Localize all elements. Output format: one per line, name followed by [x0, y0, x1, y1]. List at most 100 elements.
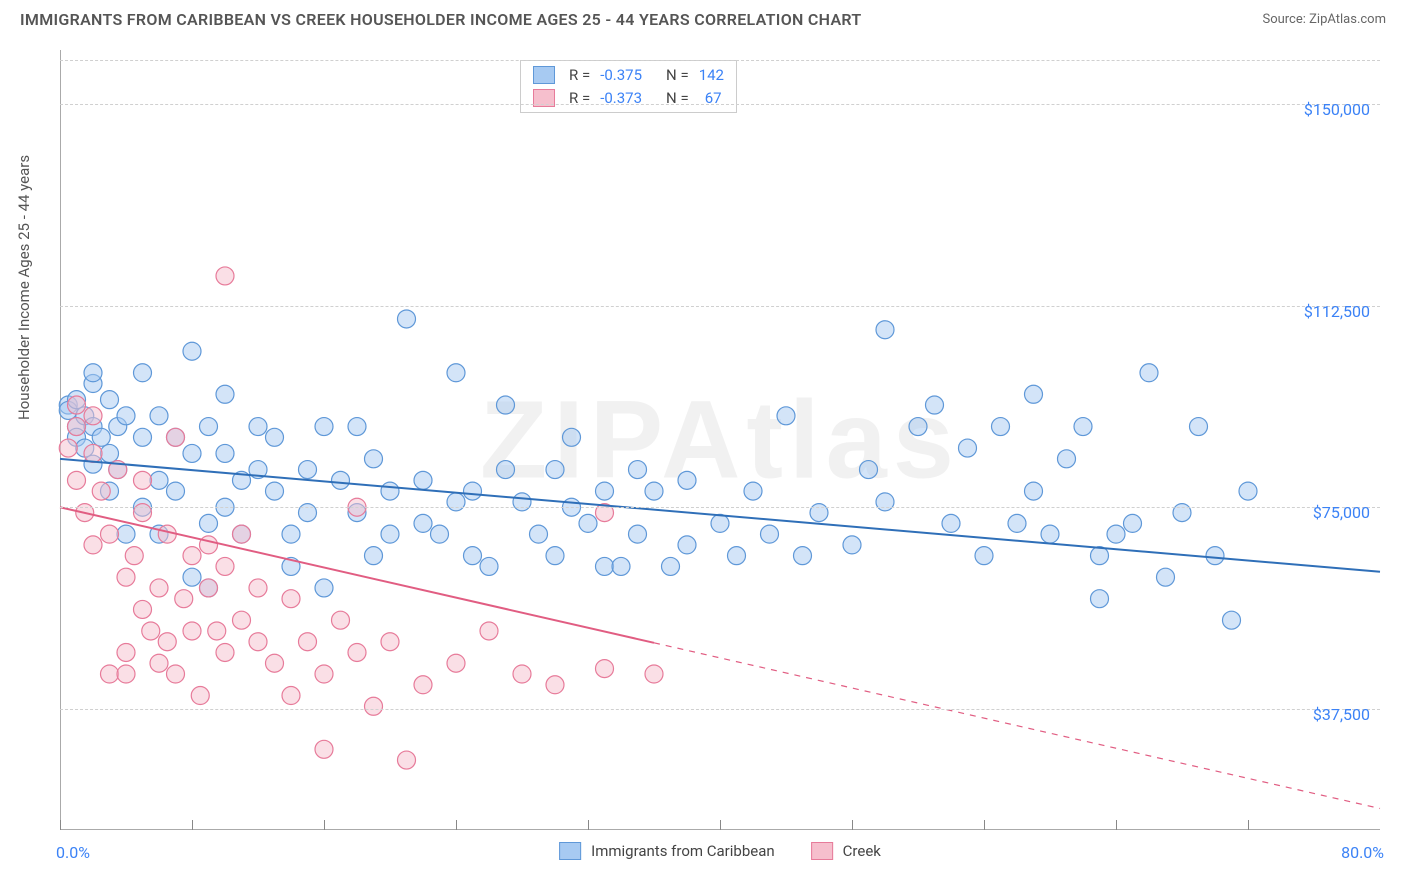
data-point [1157, 568, 1175, 586]
data-point [315, 579, 333, 597]
data-point [183, 568, 201, 586]
chart-svg [60, 50, 1380, 830]
data-point [101, 444, 119, 462]
data-point [167, 428, 185, 446]
y-axis-label: Householder Income Ages 25 - 44 years [15, 155, 33, 420]
data-point [167, 482, 185, 500]
data-point [992, 418, 1010, 436]
data-point [431, 525, 449, 543]
data-point [678, 536, 696, 554]
data-point [926, 396, 944, 414]
data-point [777, 407, 795, 425]
data-point [530, 525, 548, 543]
data-point [175, 590, 193, 608]
data-point [266, 654, 284, 672]
data-point [464, 482, 482, 500]
data-point [1074, 418, 1092, 436]
data-point [84, 444, 102, 462]
legend-correlation: R = -0.375 N = 142 R = -0.373 N = 67 [520, 60, 737, 113]
data-point [497, 461, 515, 479]
data-point [68, 471, 86, 489]
data-point [200, 579, 218, 597]
legend-series: Immigrants from Caribbean Creek [559, 842, 881, 860]
data-point [662, 557, 680, 575]
data-point [711, 514, 729, 532]
data-point [1223, 611, 1241, 629]
data-point [1190, 418, 1208, 436]
data-point [59, 439, 77, 457]
data-point [150, 654, 168, 672]
data-point [332, 611, 350, 629]
data-point [1058, 450, 1076, 468]
data-point [414, 676, 432, 694]
data-point [134, 428, 152, 446]
data-point [233, 611, 251, 629]
data-point [117, 525, 135, 543]
data-point [1008, 514, 1026, 532]
data-point [381, 482, 399, 500]
data-point [216, 444, 234, 462]
data-point [414, 471, 432, 489]
x-axis-min-label: 0.0% [56, 843, 90, 862]
data-point [728, 547, 746, 565]
data-point [464, 547, 482, 565]
data-point [1091, 590, 1109, 608]
data-point [629, 461, 647, 479]
data-point [150, 471, 168, 489]
data-point [249, 418, 267, 436]
data-point [959, 439, 977, 457]
data-point [150, 579, 168, 597]
data-point [200, 514, 218, 532]
data-point [282, 687, 300, 705]
data-point [68, 418, 86, 436]
data-point [117, 407, 135, 425]
data-point [497, 396, 515, 414]
data-point [1239, 482, 1257, 500]
data-point [183, 622, 201, 640]
data-point [125, 547, 143, 565]
data-point [191, 687, 209, 705]
data-point [563, 428, 581, 446]
data-point [315, 418, 333, 436]
data-point [1041, 525, 1059, 543]
data-point [142, 622, 160, 640]
data-point [480, 622, 498, 640]
y-tick-label: $150,000 [1304, 100, 1370, 119]
data-point [629, 525, 647, 543]
data-point [1091, 547, 1109, 565]
data-point [117, 665, 135, 683]
r-value-1: -0.375 [600, 64, 642, 87]
data-point [266, 428, 284, 446]
data-point [332, 471, 350, 489]
series-1-name: Immigrants from Caribbean [591, 842, 775, 860]
data-point [266, 482, 284, 500]
data-point [645, 482, 663, 500]
n-label: N = [666, 64, 689, 87]
data-point [299, 633, 317, 651]
n-value-2: 67 [705, 87, 722, 110]
data-point [513, 665, 531, 683]
data-point [398, 751, 416, 769]
data-point [84, 364, 102, 382]
data-point [612, 557, 630, 575]
n-label: N = [666, 87, 689, 110]
data-point [1206, 547, 1224, 565]
data-point [447, 654, 465, 672]
data-point [381, 633, 399, 651]
data-point [167, 665, 185, 683]
data-point [282, 590, 300, 608]
y-tick-label: $37,500 [1313, 705, 1370, 724]
data-point [1025, 482, 1043, 500]
data-point [348, 643, 366, 661]
data-point [744, 482, 762, 500]
data-point [1107, 525, 1125, 543]
data-point [315, 740, 333, 758]
data-point [381, 525, 399, 543]
data-point [1124, 514, 1142, 532]
data-point [596, 482, 614, 500]
data-point [216, 267, 234, 285]
data-point [794, 547, 812, 565]
data-point [365, 547, 383, 565]
title-bar: IMMIGRANTS FROM CARIBBEAN VS CREEK HOUSE… [0, 0, 1406, 29]
data-point [216, 385, 234, 403]
